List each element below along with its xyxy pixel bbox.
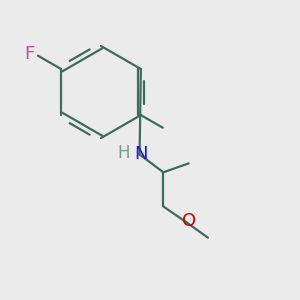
Text: N: N (134, 146, 148, 164)
Text: F: F (25, 45, 35, 63)
Text: O: O (182, 212, 196, 230)
Text: H: H (117, 144, 130, 162)
